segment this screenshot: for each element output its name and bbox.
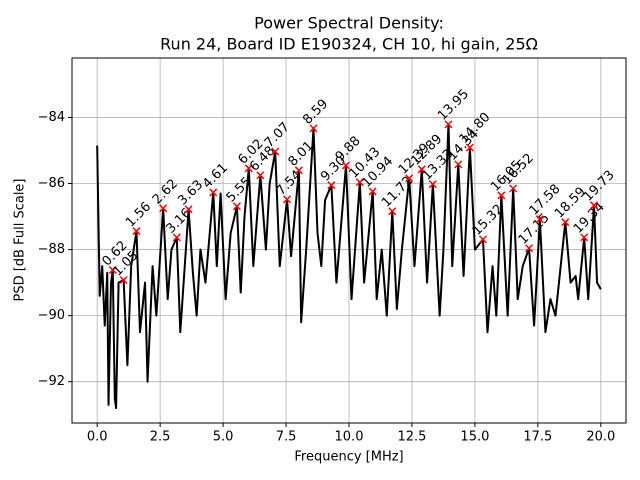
x-tick-label: 7.5 xyxy=(276,430,297,445)
peak-label: 7.07 xyxy=(262,120,293,151)
peak-marker xyxy=(271,147,280,156)
peak-marker xyxy=(108,266,117,275)
peak-marker xyxy=(294,166,303,175)
peak-marker xyxy=(256,171,265,180)
peak-marker xyxy=(232,202,241,211)
peak-marker xyxy=(132,227,141,236)
y-tick-label: −86 xyxy=(38,176,65,191)
y-tick-label: −90 xyxy=(38,308,65,323)
x-tick-label: 20.0 xyxy=(586,430,615,445)
y-axis-label: PSD [dB Full Scale] xyxy=(13,178,28,301)
peak-marker xyxy=(561,218,570,227)
peak-marker xyxy=(309,124,318,133)
peak-marker xyxy=(119,275,128,285)
chart-title: Power Spectral Density: xyxy=(254,14,444,33)
x-tick-label: 15.0 xyxy=(460,430,489,445)
peak-marker xyxy=(184,205,193,214)
peak-marker xyxy=(525,244,534,253)
peak-marker xyxy=(368,187,377,196)
peak-marker xyxy=(159,204,168,213)
peak-marker xyxy=(465,143,474,152)
y-tick-label: −88 xyxy=(38,242,65,257)
peak-label: 13.95 xyxy=(435,87,472,124)
peak-label: 2.62 xyxy=(150,177,181,208)
y-tick-label: −84 xyxy=(38,110,65,125)
peak-marker xyxy=(355,178,364,187)
x-tick-label: 5.0 xyxy=(213,430,234,445)
chart-title: Run 24, Board ID E190324, CH 10, hi gain… xyxy=(160,35,538,54)
peak-marker xyxy=(327,181,336,190)
peak-marker xyxy=(405,174,414,183)
x-tick-label: 12.5 xyxy=(397,430,426,445)
x-axis-label: Frequency [MHz] xyxy=(294,450,403,465)
peak-marker xyxy=(444,120,453,129)
peak-marker xyxy=(589,201,599,210)
peak-label: 1.56 xyxy=(123,199,154,230)
x-tick-label: 2.5 xyxy=(150,430,171,445)
peak-label: 4.61 xyxy=(200,161,231,192)
x-tick-label: 0.0 xyxy=(87,430,108,445)
peak-marker xyxy=(509,184,518,193)
peak-marker xyxy=(388,207,397,216)
peak-marker xyxy=(535,215,544,224)
peak-marker xyxy=(283,195,292,204)
peak-marker xyxy=(244,164,253,173)
plot-frame xyxy=(71,57,627,424)
peak-marker xyxy=(428,180,437,189)
x-tick-label: 17.5 xyxy=(523,430,552,445)
peak-marker xyxy=(417,165,426,174)
peak-marker xyxy=(209,188,218,197)
x-tick-label: 10.0 xyxy=(335,430,364,445)
peak-label: 8.59 xyxy=(300,97,331,128)
y-tick-label: −92 xyxy=(38,374,65,389)
peak-marker xyxy=(172,233,181,242)
peak-marker xyxy=(454,160,463,169)
peak-marker xyxy=(478,235,487,244)
psd-line xyxy=(96,123,602,410)
peak-marker xyxy=(580,233,589,242)
peak-marker xyxy=(497,191,506,200)
peak-label: 19.73 xyxy=(581,168,618,205)
peak-marker xyxy=(341,161,351,170)
